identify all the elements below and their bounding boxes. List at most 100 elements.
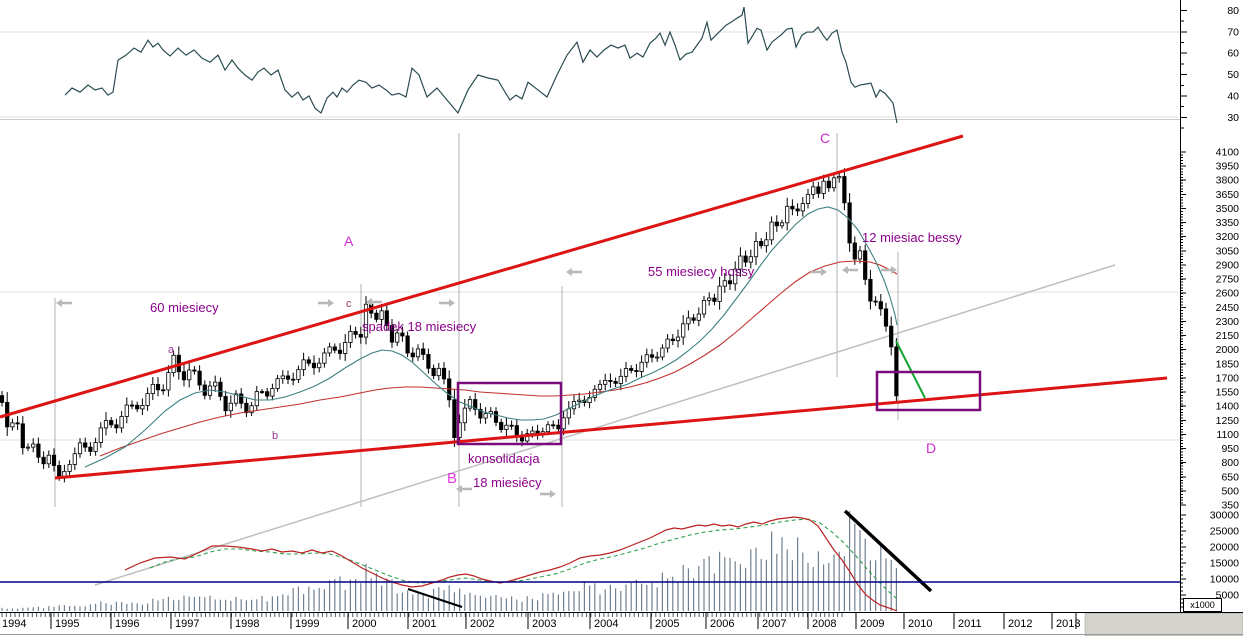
left-arrow-icon[interactable]: [56, 299, 72, 307]
candle-body: [561, 417, 566, 430]
annotation-label-c[interactable]: c: [346, 298, 352, 310]
candle-body: [525, 433, 530, 442]
candle-body: [161, 389, 166, 392]
annotation-label-55-miesiecy-hossy[interactable]: 55 miesiecy hossy: [648, 264, 755, 279]
volume-small-trendline[interactable]: [407, 588, 463, 608]
y-axis-tick-label: 2300: [1216, 316, 1240, 328]
annotation-label-12-miesiac-bessy[interactable]: 12 miesiac bessy: [862, 230, 962, 245]
candle-body: [816, 186, 821, 194]
candle-body: [358, 333, 363, 338]
candle-body: [72, 453, 77, 465]
candle-body: [441, 367, 447, 380]
candle-body: [717, 285, 722, 302]
candle-body: [431, 367, 436, 377]
left-arrow-icon[interactable]: [456, 485, 472, 493]
annotation-label-B[interactable]: B: [447, 470, 457, 487]
annotation-label-D[interactable]: D: [926, 440, 936, 456]
candle-body: [327, 346, 332, 354]
candle-body: [379, 310, 384, 320]
candle-body: [395, 332, 400, 343]
candle-body: [285, 375, 291, 380]
x-axis-year-label: 1994: [2, 618, 26, 630]
annotation-label-60-miesiecy[interactable]: 60 miesiecy: [150, 300, 219, 315]
candle-body: [332, 346, 337, 351]
left-arrow-icon[interactable]: [366, 298, 382, 306]
right-arrow-icon[interactable]: [540, 490, 556, 498]
x-axis-year-label: 2008: [812, 618, 836, 630]
long-term-gray-trendline[interactable]: [94, 264, 1116, 586]
candle-body: [213, 381, 218, 387]
y-axis-tick-label: 3200: [1216, 231, 1240, 243]
target-box[interactable]: [875, 370, 982, 412]
candle-body: [493, 411, 499, 423]
candle-body: [218, 381, 223, 397]
x-axis-year-label: 1995: [55, 618, 79, 630]
annotation-label-b[interactable]: b: [272, 430, 278, 442]
x-axis-year-label: 2001: [412, 618, 436, 630]
candle-body: [795, 208, 800, 212]
candle-body: [509, 424, 514, 427]
candle-body: [415, 348, 421, 358]
annotation-label-18-miesiecy[interactable]: 18 miesiêcy: [473, 475, 542, 490]
annotation-label-a[interactable]: a: [168, 344, 175, 356]
green-projection-line[interactable]: [895, 340, 926, 399]
upper-channel-trendline[interactable]: [0, 134, 964, 419]
candle-body: [842, 176, 847, 204]
candle-body: [51, 454, 57, 466]
y-axis-tick-label: 30: [1227, 112, 1239, 124]
candle-body: [317, 362, 322, 369]
lower-channel-trendline[interactable]: [54, 376, 1168, 480]
y-axis-tick-label: 4100: [1216, 147, 1240, 159]
candle-body: [46, 454, 51, 465]
candle-body: [613, 381, 618, 384]
right-arrow-icon[interactable]: [881, 266, 897, 274]
drawn-analysis-objects[interactable]: 60 miesiecy spadek 18 miesiecy 55 miesiecy…: [0, 130, 1180, 608]
candle-body: [301, 359, 306, 371]
volume-downtrend-line[interactable]: [843, 509, 933, 593]
candle-body: [483, 413, 488, 419]
candle-body: [88, 446, 93, 452]
candle-body: [228, 402, 233, 412]
annotation-label-konsolidacja[interactable]: konsolidacja: [468, 451, 540, 466]
x-axis-year-label: 1998: [235, 618, 259, 630]
candle-body: [389, 325, 395, 343]
candle-body: [192, 369, 197, 372]
consolidation-box[interactable]: [456, 381, 563, 446]
annotation-label-C[interactable]: C: [820, 130, 830, 146]
annotation-label-spadek-18-miesiecy[interactable]: spadek 18 miesiecy: [362, 319, 477, 334]
candle-body: [644, 354, 649, 363]
candle-body: [197, 370, 202, 386]
y-axis-tick-label: 10000: [1210, 574, 1239, 586]
candle-body: [504, 424, 509, 431]
left-arrow-icon[interactable]: [842, 266, 858, 274]
candle-body: [566, 408, 571, 419]
y-axis-tick-label: 50: [1227, 69, 1239, 81]
y-axis-tick-label: 3650: [1216, 189, 1240, 201]
right-arrow-icon[interactable]: [811, 268, 827, 276]
candle-body: [259, 391, 265, 393]
right-arrow-icon[interactable]: [439, 299, 455, 307]
candle-body: [811, 186, 816, 195]
y-axis-tick-label: 3500: [1216, 203, 1240, 215]
x-axis-year-label: 2013: [1056, 618, 1080, 630]
candle-body: [681, 323, 686, 338]
y-axis-tick-label: 650: [1221, 471, 1239, 483]
candle-body: [77, 442, 83, 455]
x-axis-year-label: 2002: [470, 618, 494, 630]
volume-axis-unit-label: x1000: [1183, 598, 1222, 612]
y-axis-tick-label: 500: [1221, 485, 1239, 497]
y-axis-tick-label: 1550: [1216, 387, 1240, 399]
candle-body: [374, 312, 379, 320]
y-axis-tick-label: 15000: [1210, 558, 1239, 570]
right-arrow-icon[interactable]: [318, 299, 334, 307]
candle-body: [25, 446, 31, 449]
left-arrow-icon[interactable]: [566, 268, 582, 276]
candle-body: [452, 399, 457, 438]
candle-body: [686, 317, 691, 325]
candle-body: [753, 241, 759, 258]
candle-body: [727, 280, 733, 285]
candle-body: [837, 176, 842, 179]
annotation-label-A[interactable]: A: [344, 233, 354, 249]
